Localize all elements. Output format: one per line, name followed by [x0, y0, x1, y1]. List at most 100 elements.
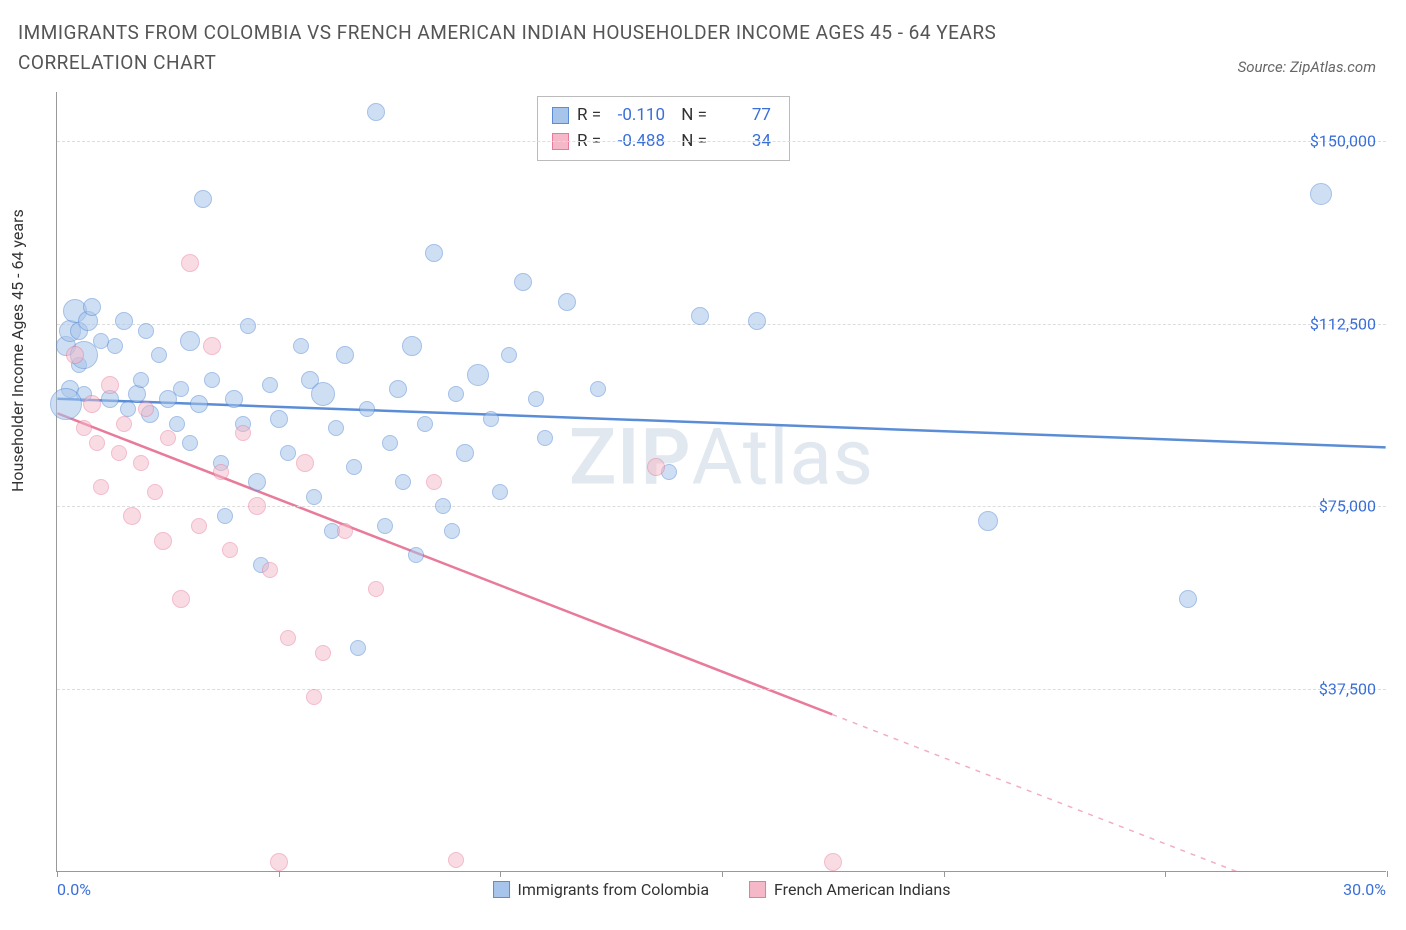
data-point — [402, 336, 422, 356]
data-point — [194, 190, 212, 208]
data-point — [467, 364, 489, 386]
data-point — [448, 386, 464, 402]
data-point — [395, 474, 411, 490]
data-point — [181, 254, 199, 272]
data-point — [350, 640, 366, 656]
data-point — [120, 401, 136, 417]
stats-row-series-1: R = -0.110 N = 77 — [552, 103, 775, 129]
data-point — [359, 401, 375, 417]
swatch-icon — [493, 881, 510, 898]
data-point — [180, 331, 200, 351]
data-point — [138, 401, 154, 417]
data-point — [222, 542, 238, 558]
data-point — [435, 498, 451, 514]
data-point — [315, 645, 331, 661]
data-point — [89, 435, 105, 451]
data-point — [169, 416, 185, 432]
x-tick — [722, 871, 723, 877]
legend-item: Immigrants from Colombia — [493, 880, 710, 899]
data-point — [133, 455, 149, 471]
data-point — [426, 474, 442, 490]
x-tick — [57, 871, 58, 877]
data-point — [172, 590, 190, 608]
data-point — [270, 853, 288, 871]
data-point — [444, 523, 460, 539]
data-point — [204, 372, 220, 388]
data-point — [748, 312, 766, 330]
data-point — [296, 454, 314, 472]
data-point — [115, 312, 133, 330]
data-point — [235, 425, 251, 441]
data-point — [408, 547, 424, 563]
data-point — [483, 411, 499, 427]
data-point — [537, 430, 553, 446]
data-point — [107, 338, 123, 354]
data-point — [270, 410, 288, 428]
data-point — [514, 273, 532, 291]
data-point — [225, 390, 243, 408]
data-point — [425, 244, 443, 262]
x-max-label: 30.0% — [1343, 880, 1386, 899]
data-point — [492, 484, 508, 500]
data-point — [248, 473, 266, 491]
x-tick — [500, 871, 501, 877]
data-point — [160, 430, 176, 446]
stats-legend-box: R = -0.110 N = 77 R = -0.488 N = 34 — [537, 96, 790, 161]
n-value: 77 — [715, 103, 775, 129]
watermark: ZIPAtlas — [569, 413, 874, 504]
data-point — [1179, 590, 1197, 608]
data-point — [311, 382, 335, 406]
chart-container: Householder Income Ages 45 - 64 years ZI… — [18, 92, 1388, 897]
data-point — [377, 518, 393, 534]
title-bar: IMMIGRANTS FROM COLOMBIA VS FRENCH AMERI… — [0, 0, 1406, 89]
data-point — [346, 459, 362, 475]
data-point — [182, 435, 198, 451]
swatch-icon — [749, 881, 766, 898]
data-point — [138, 323, 154, 339]
data-point — [1310, 183, 1332, 205]
data-point — [76, 420, 92, 436]
x-tick — [279, 871, 280, 877]
gridline — [57, 324, 1386, 325]
data-point — [306, 489, 322, 505]
gridline — [57, 689, 1386, 690]
data-point — [123, 507, 141, 525]
legend-label: Immigrants from Colombia — [518, 880, 710, 899]
data-point — [590, 381, 606, 397]
y-tick-label: $150,000 — [1310, 131, 1376, 150]
data-point — [501, 347, 517, 363]
data-point — [306, 689, 322, 705]
data-point — [368, 581, 384, 597]
y-tick-label: $37,500 — [1319, 680, 1376, 699]
data-point — [262, 377, 278, 393]
x-min-label: 0.0% — [57, 880, 91, 899]
r-value: -0.110 — [609, 103, 669, 129]
swatch-icon — [552, 107, 569, 124]
data-point — [83, 395, 101, 413]
data-point — [824, 853, 842, 871]
data-point — [154, 532, 172, 550]
legend-item: French American Indians — [749, 880, 950, 899]
y-axis-label: Householder Income Ages 45 - 64 years — [8, 209, 27, 492]
data-point — [190, 395, 208, 413]
data-point — [240, 318, 256, 334]
data-point — [528, 391, 544, 407]
chart-title: IMMIGRANTS FROM COLOMBIA VS FRENCH AMERI… — [18, 18, 1118, 79]
data-point — [111, 445, 127, 461]
legend-label: French American Indians — [774, 880, 950, 899]
data-point — [213, 464, 229, 480]
bottom-legend: Immigrants from Colombia French American… — [493, 880, 951, 899]
data-point — [101, 376, 119, 394]
data-point — [336, 346, 354, 364]
x-tick — [1165, 871, 1166, 877]
data-point — [367, 103, 385, 121]
data-point — [262, 562, 278, 578]
x-tick — [1387, 871, 1388, 877]
data-point — [389, 380, 407, 398]
data-point — [116, 416, 132, 432]
data-point — [328, 420, 344, 436]
data-point — [280, 630, 296, 646]
data-point — [691, 307, 709, 325]
data-point — [217, 508, 233, 524]
data-point — [248, 497, 266, 515]
